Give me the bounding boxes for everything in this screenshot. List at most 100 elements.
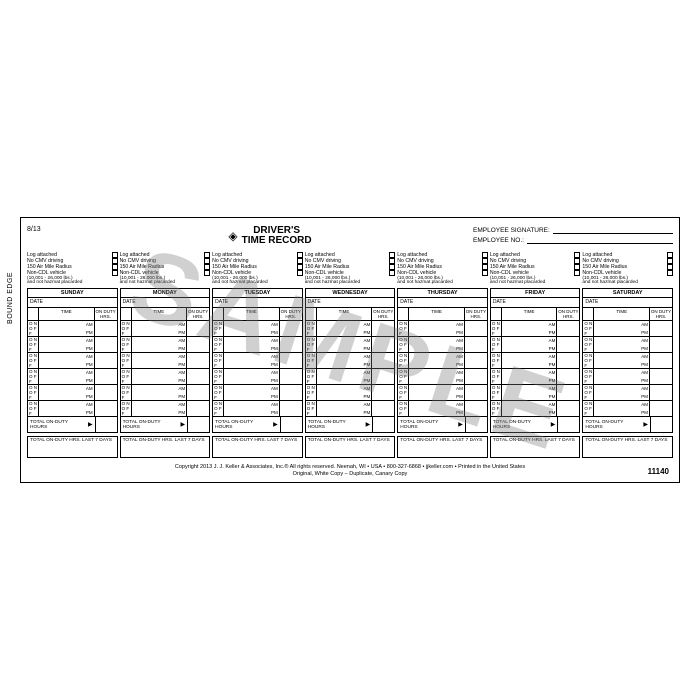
hours-field[interactable] [465, 369, 487, 384]
hours-field[interactable] [280, 401, 302, 416]
total-hours-field[interactable] [465, 417, 487, 432]
hours-field[interactable] [557, 369, 579, 384]
checkbox[interactable] [482, 270, 488, 276]
time-slot[interactable]: O NO F FAMPM [582, 321, 673, 337]
time-slot[interactable]: O NO F FAMPM [212, 369, 303, 385]
time-field[interactable]: AMPM [501, 385, 558, 400]
total-hours-field[interactable] [187, 417, 209, 432]
time-slot[interactable]: O NO F FAMPM [27, 401, 118, 417]
date-field[interactable]: DATE [490, 298, 581, 308]
checkbox[interactable] [112, 264, 118, 270]
time-field[interactable]: AMPM [223, 385, 280, 400]
hours-field[interactable] [557, 321, 579, 336]
hours-field[interactable] [650, 369, 672, 384]
hours-field[interactable] [650, 353, 672, 368]
time-slot[interactable]: O NO F FAMPM [120, 401, 211, 417]
time-field[interactable]: AMPM [593, 385, 650, 400]
checkbox[interactable] [574, 264, 580, 270]
time-field[interactable]: AMPM [223, 401, 280, 416]
date-field[interactable]: DATE [212, 298, 303, 308]
time-field[interactable]: AMPM [501, 401, 558, 416]
time-field[interactable]: AMPM [223, 353, 280, 368]
hours-field[interactable] [650, 385, 672, 400]
time-slot[interactable]: O NO F FAMPM [490, 321, 581, 337]
last-7-days-field[interactable]: TOTAL ON-DUTY HRS. LAST 7 DAYS [212, 436, 303, 458]
date-field[interactable]: DATE [397, 298, 488, 308]
hours-field[interactable] [372, 353, 394, 368]
time-slot[interactable]: O NO F FAMPM [582, 337, 673, 353]
last-7-days-field[interactable]: TOTAL ON-DUTY HRS. LAST 7 DAYS [490, 436, 581, 458]
time-slot[interactable]: O NO F FAMPM [212, 401, 303, 417]
checkbox[interactable] [574, 270, 580, 276]
last-7-days-field[interactable]: TOTAL ON-DUTY HRS. LAST 7 DAYS [120, 436, 211, 458]
time-field[interactable]: AMPM [131, 385, 188, 400]
hours-field[interactable] [372, 385, 394, 400]
time-field[interactable]: AMPM [408, 385, 465, 400]
checkbox[interactable] [297, 264, 303, 270]
date-field[interactable]: DATE [120, 298, 211, 308]
last-7-days-field[interactable]: TOTAL ON-DUTY HRS. LAST 7 DAYS [27, 436, 118, 458]
date-field[interactable]: DATE [582, 298, 673, 308]
time-field[interactable]: AMPM [223, 321, 280, 336]
time-field[interactable]: AMPM [38, 385, 95, 400]
time-field[interactable]: AMPM [38, 353, 95, 368]
hours-field[interactable] [650, 337, 672, 352]
hours-field[interactable] [465, 385, 487, 400]
time-slot[interactable]: O NO F FAMPM [212, 321, 303, 337]
hours-field[interactable] [372, 369, 394, 384]
time-field[interactable]: AMPM [316, 353, 373, 368]
time-field[interactable]: AMPM [501, 353, 558, 368]
checkbox[interactable] [667, 258, 673, 264]
time-field[interactable]: AMPM [593, 353, 650, 368]
time-field[interactable]: AMPM [316, 401, 373, 416]
checkbox[interactable] [667, 252, 673, 258]
time-slot[interactable]: O NO F FAMPM [305, 337, 396, 353]
total-hours-field[interactable] [650, 417, 672, 432]
total-hours-field[interactable] [280, 417, 302, 432]
time-field[interactable]: AMPM [38, 369, 95, 384]
hours-field[interactable] [95, 401, 117, 416]
hours-field[interactable] [187, 337, 209, 352]
time-field[interactable]: AMPM [38, 321, 95, 336]
checkbox[interactable] [574, 252, 580, 258]
time-slot[interactable]: O NO F FAMPM [120, 337, 211, 353]
time-slot[interactable]: O NO F FAMPM [397, 401, 488, 417]
time-field[interactable]: AMPM [223, 337, 280, 352]
checkbox[interactable] [204, 252, 210, 258]
time-field[interactable]: AMPM [408, 321, 465, 336]
total-hours-field[interactable] [95, 417, 117, 432]
time-field[interactable]: AMPM [501, 337, 558, 352]
time-slot[interactable]: O NO F FAMPM [397, 385, 488, 401]
date-field[interactable]: DATE [27, 298, 118, 308]
hours-field[interactable] [280, 353, 302, 368]
time-field[interactable]: AMPM [131, 353, 188, 368]
time-slot[interactable]: O NO F FAMPM [582, 401, 673, 417]
time-field[interactable]: AMPM [38, 337, 95, 352]
hours-field[interactable] [187, 321, 209, 336]
checkbox[interactable] [112, 252, 118, 258]
hours-field[interactable] [557, 401, 579, 416]
checkbox[interactable] [112, 258, 118, 264]
hours-field[interactable] [95, 337, 117, 352]
time-field[interactable]: AMPM [408, 401, 465, 416]
checkbox[interactable] [574, 258, 580, 264]
checkbox[interactable] [482, 252, 488, 258]
checkbox[interactable] [112, 270, 118, 276]
checkbox[interactable] [204, 264, 210, 270]
hours-field[interactable] [95, 321, 117, 336]
hours-field[interactable] [95, 369, 117, 384]
time-slot[interactable]: O NO F FAMPM [490, 337, 581, 353]
checkbox[interactable] [667, 264, 673, 270]
time-field[interactable]: AMPM [408, 353, 465, 368]
time-slot[interactable]: O NO F FAMPM [120, 385, 211, 401]
hours-field[interactable] [465, 321, 487, 336]
employee-no-field[interactable] [527, 236, 673, 244]
hours-field[interactable] [95, 353, 117, 368]
hours-field[interactable] [280, 321, 302, 336]
checkbox[interactable] [482, 264, 488, 270]
checkbox[interactable] [389, 258, 395, 264]
time-slot[interactable]: O NO F FAMPM [120, 369, 211, 385]
time-field[interactable]: AMPM [501, 369, 558, 384]
hours-field[interactable] [280, 385, 302, 400]
time-slot[interactable]: O NO F FAMPM [212, 337, 303, 353]
